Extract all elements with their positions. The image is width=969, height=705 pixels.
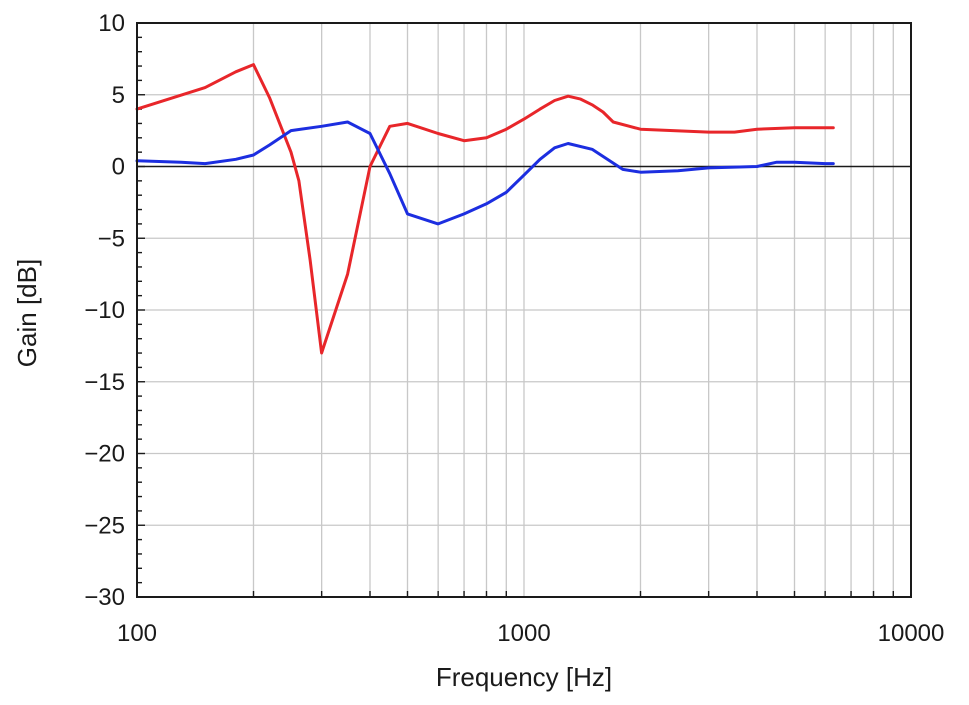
- y-tick-label: −5: [98, 225, 125, 252]
- plot-frame: [136, 22, 912, 598]
- series-line-2: [135, 120, 835, 226]
- x-tick-label: 10000: [878, 620, 945, 647]
- y-tick-label: −10: [84, 297, 125, 324]
- series-line-1: [135, 63, 835, 355]
- series-group: [135, 63, 835, 355]
- y-tick-label: −25: [84, 512, 125, 539]
- y-tick-label: −20: [84, 441, 125, 468]
- x-tick-label: 100: [117, 620, 157, 647]
- x-axis: 100 1000 10000: [117, 620, 944, 647]
- grid: [137, 23, 911, 597]
- y-axis: 10 5 0 −5 −10 −15 −20 −25 −30: [84, 10, 125, 611]
- y-tick-label: 0: [112, 154, 125, 181]
- y-tick-label: −30: [84, 584, 125, 611]
- x-axis-label: Frequency [Hz]: [436, 662, 612, 692]
- x-tick-label: 1000: [497, 620, 550, 647]
- y-tick-label: −15: [84, 369, 125, 396]
- y-axis-label: Gain [dB]: [12, 259, 42, 367]
- y-tick-label: 10: [98, 10, 125, 37]
- y-tick-label: 5: [112, 82, 125, 109]
